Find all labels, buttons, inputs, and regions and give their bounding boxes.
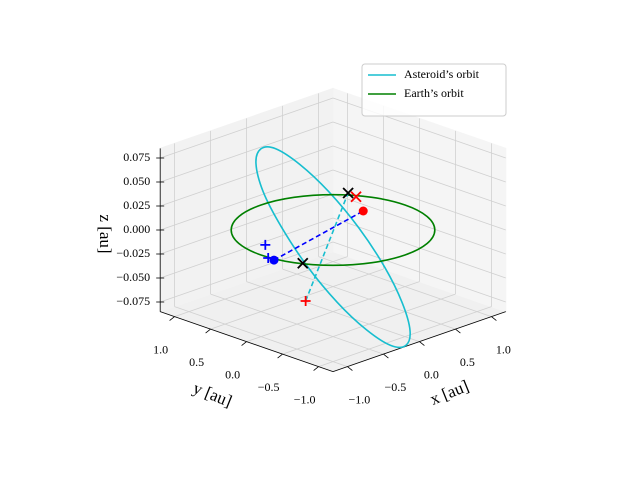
grid-line [160, 241, 334, 303]
tick-mark [347, 366, 353, 371]
x-tick-label: 0.5 [460, 355, 475, 369]
legend: Asteroid’s orbit Earth’s orbit [361, 63, 507, 117]
legend-box [361, 63, 507, 117]
grid-line [160, 169, 334, 231]
marker-dot [358, 206, 368, 216]
axes: −1.0 −0.5 0.0 0.5 1.0 −1.0 −0.5 0.0 0.5 1.0 −0.075… [116, 148, 511, 406]
y-tick-label: 0.5 [189, 355, 204, 369]
grid-line [332, 169, 506, 231]
z-axis-title: z [au] [96, 214, 115, 253]
y-tick-label: 0.0 [225, 367, 240, 381]
legend-label: Asteroid’s orbit [404, 67, 480, 81]
grid-line [332, 145, 506, 207]
marker-x [297, 257, 309, 269]
grid-line [332, 241, 506, 303]
tick-mark [241, 341, 247, 346]
y-tick-label: −0.5 [258, 380, 280, 394]
dashed-line [304, 192, 349, 302]
x-tick-label: −1.0 [349, 392, 371, 406]
z-tick-label: 0.025 [123, 198, 150, 212]
x-axis-line [332, 311, 506, 372]
grid-line [318, 306, 492, 367]
tick-mark [455, 328, 461, 334]
grid-line [210, 268, 384, 330]
grid-line [160, 97, 334, 159]
grid [160, 93, 506, 367]
tick-mark [313, 366, 319, 371]
x-tick-label: 1.0 [496, 342, 511, 356]
z-tick-label: 0.000 [123, 222, 150, 236]
orbit-line [255, 146, 411, 349]
marker-plus [263, 253, 274, 263]
y-tick-label: −1.0 [294, 392, 316, 406]
y-axis-line [160, 311, 334, 372]
z-tick-label: −0.075 [116, 294, 150, 308]
y-tick-label: 1.0 [153, 342, 168, 356]
grid-line [282, 293, 456, 355]
z-tick-label: 0.050 [123, 174, 150, 188]
tick-mark [277, 353, 283, 359]
grid-line [160, 145, 334, 207]
z-tick-label: 0.075 [123, 150, 150, 164]
marker-plus [300, 296, 311, 306]
z-tick-label: −0.050 [116, 270, 150, 284]
z-tick-label: −0.025 [116, 246, 150, 260]
plot-area [230, 146, 436, 349]
tick-mark [169, 316, 175, 321]
grid-line [332, 121, 506, 183]
legend-label: Earth’s orbit [404, 86, 464, 100]
x-tick-label: −0.5 [385, 380, 407, 394]
marker-dot [269, 255, 279, 265]
grid-line [160, 193, 334, 255]
grid-line [246, 281, 420, 342]
x-tick-label: 0.0 [424, 367, 439, 381]
tick-mark [205, 328, 211, 334]
marker-x [342, 187, 354, 199]
grid-line [160, 121, 334, 183]
marker-plus [260, 239, 271, 250]
dashed-line [273, 210, 364, 261]
tick-mark [419, 341, 425, 346]
tick-mark [383, 353, 389, 359]
tick-mark [491, 316, 497, 321]
orbit-line [230, 193, 436, 267]
grid-line [332, 193, 506, 255]
marker-x [350, 191, 362, 203]
